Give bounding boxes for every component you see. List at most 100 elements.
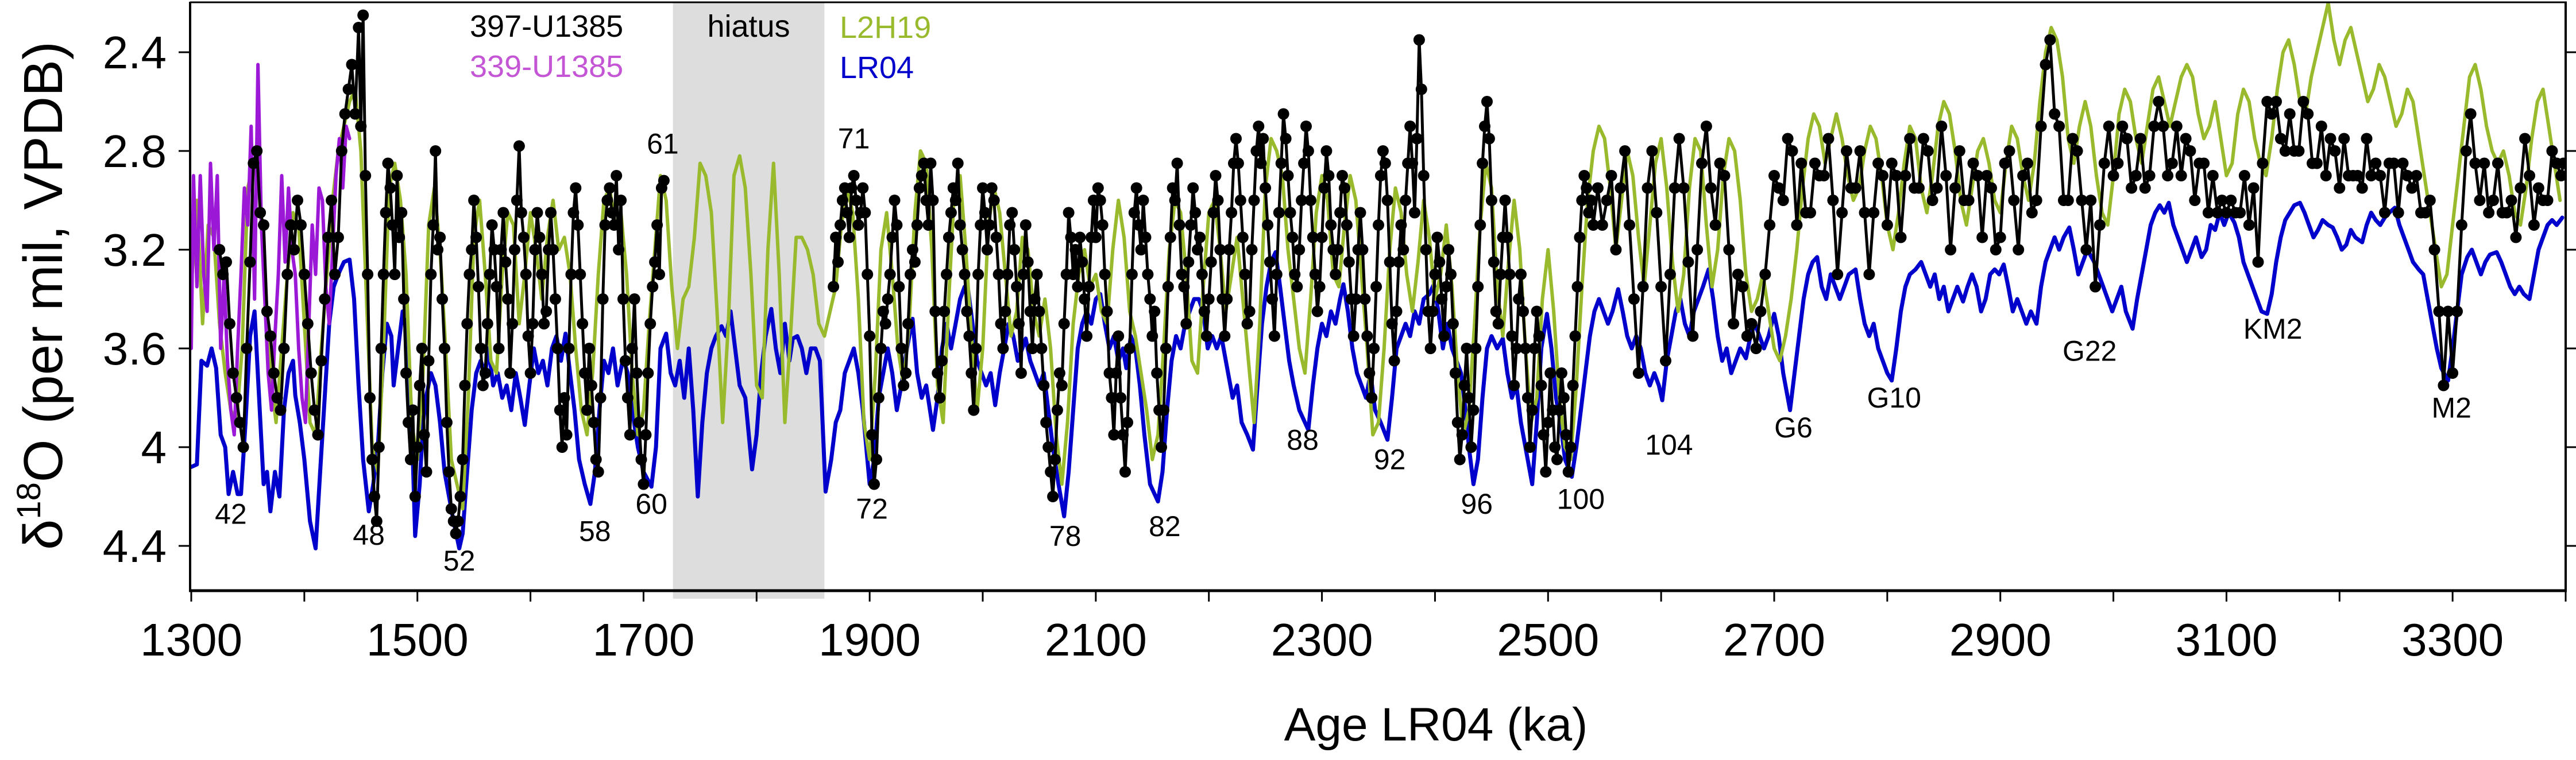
data-point bbox=[2008, 195, 2020, 206]
data-point bbox=[654, 269, 665, 280]
data-point bbox=[1555, 367, 1567, 379]
data-point bbox=[947, 182, 959, 194]
data-point bbox=[223, 318, 235, 329]
data-point bbox=[527, 318, 539, 329]
data-point bbox=[2094, 219, 2106, 231]
data-point bbox=[1246, 244, 1258, 255]
data-point bbox=[1691, 244, 1704, 255]
data-point bbox=[1859, 207, 1871, 219]
mis-label: M2 bbox=[2431, 391, 2471, 424]
data-point bbox=[2022, 157, 2033, 169]
data-point bbox=[2257, 157, 2269, 169]
data-point bbox=[258, 219, 269, 231]
data-point bbox=[2338, 133, 2350, 145]
data-point bbox=[1337, 170, 1348, 181]
data-point bbox=[2247, 182, 2260, 194]
data-point bbox=[1673, 133, 1685, 145]
x-tick-label: 3300 bbox=[2401, 614, 2504, 665]
data-point bbox=[1106, 392, 1118, 404]
data-point bbox=[1311, 305, 1323, 317]
data-point bbox=[1006, 207, 1018, 219]
data-point bbox=[2270, 96, 2282, 107]
data-point bbox=[423, 355, 435, 367]
data-point bbox=[1293, 244, 1306, 255]
data-point bbox=[2207, 170, 2219, 181]
data-point bbox=[1384, 256, 1396, 268]
series-line-l2h19 bbox=[191, 2, 2562, 511]
data-point bbox=[845, 182, 858, 194]
data-point bbox=[1391, 305, 1403, 317]
data-point bbox=[288, 244, 300, 255]
data-point bbox=[1578, 170, 1590, 181]
data-point bbox=[638, 478, 650, 490]
data-point bbox=[2469, 157, 2481, 169]
data-point bbox=[1053, 367, 1065, 379]
data-point bbox=[1239, 269, 1251, 280]
data-point bbox=[1877, 170, 1888, 181]
data-point bbox=[536, 269, 548, 280]
data-point bbox=[2528, 219, 2540, 231]
data-point bbox=[370, 515, 383, 527]
x-tick-label: 1700 bbox=[592, 614, 694, 665]
data-point bbox=[913, 182, 925, 194]
data-point bbox=[1420, 244, 1432, 255]
data-point bbox=[2026, 207, 2038, 219]
data-point bbox=[882, 293, 894, 305]
data-point bbox=[2293, 145, 2305, 157]
x-tick-label: 1300 bbox=[140, 614, 242, 665]
data-point bbox=[2180, 133, 2192, 145]
data-point bbox=[427, 219, 439, 231]
data-point bbox=[2080, 244, 2092, 255]
data-point bbox=[932, 367, 944, 379]
data-point bbox=[1736, 281, 1748, 293]
data-point bbox=[1458, 379, 1470, 391]
data-point bbox=[886, 231, 898, 243]
data-point bbox=[387, 219, 399, 231]
data-point bbox=[1019, 219, 1032, 231]
data-point bbox=[2148, 121, 2160, 132]
data-point bbox=[2175, 170, 2187, 181]
data-point bbox=[1994, 231, 2006, 243]
data-point bbox=[1872, 157, 1884, 169]
data-point bbox=[1728, 318, 1740, 329]
data-point bbox=[1506, 330, 1518, 342]
data-point bbox=[633, 417, 645, 428]
data-point bbox=[2532, 182, 2544, 194]
data-point bbox=[1051, 404, 1063, 416]
data-point bbox=[497, 207, 509, 219]
data-point bbox=[1178, 281, 1190, 293]
data-point bbox=[2049, 108, 2061, 120]
data-point bbox=[1354, 207, 1366, 219]
data-point bbox=[1619, 145, 1631, 157]
data-point bbox=[1226, 207, 1238, 219]
data-point bbox=[1113, 330, 1125, 342]
data-point bbox=[1377, 145, 1389, 157]
data-point bbox=[2474, 195, 2486, 206]
data-point bbox=[1854, 145, 1866, 157]
data-point bbox=[353, 22, 365, 33]
data-point bbox=[2279, 145, 2291, 157]
data-point bbox=[2252, 256, 2264, 268]
data-point bbox=[540, 305, 553, 317]
data-point bbox=[513, 140, 525, 152]
data-point bbox=[1210, 170, 1222, 181]
data-point bbox=[1610, 244, 1622, 255]
data-point bbox=[574, 269, 586, 280]
data-point bbox=[1922, 145, 1934, 157]
series-line-339-u1385 bbox=[191, 63, 352, 437]
data-point bbox=[579, 367, 591, 379]
data-point bbox=[547, 244, 559, 255]
hiatus-band bbox=[673, 2, 825, 599]
mis-label: G10 bbox=[1867, 382, 1921, 414]
data-point bbox=[925, 157, 937, 169]
mis-label: 42 bbox=[215, 498, 247, 530]
data-point bbox=[1264, 256, 1276, 268]
data-point bbox=[2460, 145, 2472, 157]
data-point bbox=[1171, 157, 1183, 169]
data-point bbox=[1596, 219, 1608, 231]
x-tick-label: 3100 bbox=[2175, 614, 2277, 665]
data-point bbox=[1445, 269, 1457, 280]
data-point bbox=[1307, 231, 1319, 243]
data-point bbox=[396, 207, 408, 219]
data-point bbox=[1554, 404, 1565, 416]
